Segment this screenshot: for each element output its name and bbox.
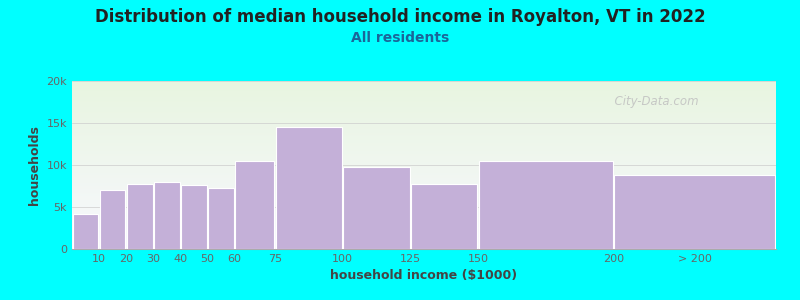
Bar (479, 161, 613, 249)
Bar (208, 188, 234, 249)
Bar (127, 184, 153, 249)
Bar (614, 175, 775, 249)
Bar (235, 161, 274, 249)
X-axis label: household income ($1000): household income ($1000) (330, 269, 518, 282)
Bar (73, 214, 98, 249)
Bar (181, 185, 206, 249)
Bar (154, 182, 180, 249)
Text: City-Data.com: City-Data.com (607, 95, 698, 108)
Bar (343, 167, 410, 249)
Text: All residents: All residents (351, 32, 449, 46)
Bar (100, 190, 126, 249)
Bar (411, 184, 478, 249)
Y-axis label: households: households (28, 125, 41, 205)
Text: Distribution of median household income in Royalton, VT in 2022: Distribution of median household income … (94, 8, 706, 26)
Bar (276, 127, 342, 249)
